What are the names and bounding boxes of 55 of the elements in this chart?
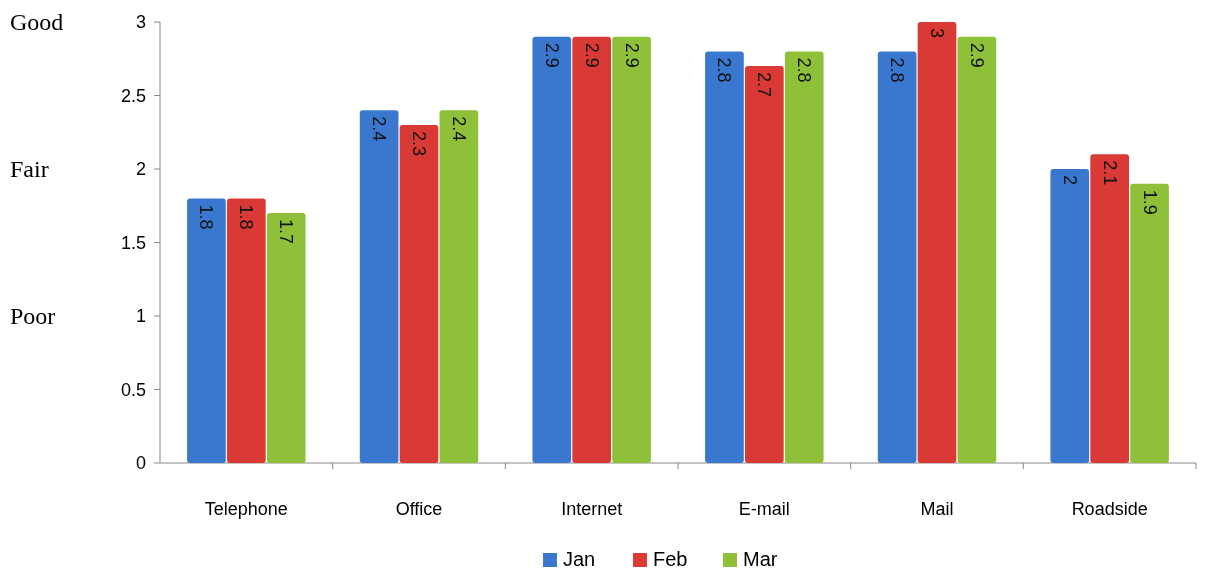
bar [266,213,306,463]
bar [359,110,399,463]
x-tick-label: Mail [920,499,954,519]
legend-label: Mar [743,548,778,570]
data-label: 2.4 [369,116,390,142]
bar [532,36,572,463]
bar [439,110,479,463]
bar [877,51,917,463]
x-tick-label: Telephone [204,499,288,519]
bar [957,36,997,463]
data-label: 2.4 [448,116,469,142]
x-tick-label: E-mail [738,499,790,519]
data-label: 1.8 [196,204,217,230]
y-tick-label: 0 [135,453,146,474]
bar [1130,183,1169,463]
data-label: 2 [1059,175,1080,186]
text: Good [10,9,64,36]
bar [917,22,957,463]
data-label: 2.7 [754,72,775,98]
data-label: 2.9 [581,42,602,68]
bar [399,124,439,463]
data-label: 2.9 [621,42,642,68]
data-label: 2.8 [714,57,735,83]
data-label: 2.8 [887,57,908,83]
data-label: 3 [927,28,947,39]
bar [1090,154,1130,463]
text: Fair [10,156,49,183]
bar [1050,169,1090,463]
data-label: 1.9 [1139,189,1160,215]
bar [705,51,744,463]
y-tick-label: 1.5 [120,232,146,253]
data-label: 2.9 [966,42,987,68]
data-label: 2.3 [409,130,429,156]
text: Poor [10,303,56,330]
x-tick-label: Office [395,499,443,519]
data-label: 2.8 [794,57,815,83]
bar [187,198,226,463]
bar [612,36,651,463]
data-label: 1.7 [276,219,297,245]
data-label: 1.8 [236,204,257,230]
y-tick-label: 2.5 [120,85,146,106]
y-tick-label: 1 [135,306,146,327]
x-tick-label: Internet [561,499,623,519]
data-label: 2.9 [541,42,562,68]
x-tick-label: Roadside [1071,499,1148,519]
y-tick-label: 3 [135,12,146,33]
bar [226,198,266,463]
legend-label: Jan [563,548,596,570]
y-tick-label: 0.5 [120,379,146,400]
bar [744,66,784,463]
data-label: 2.1 [1099,160,1120,186]
y-tick-label: 2 [135,159,146,180]
legend-label: Feb [653,548,688,570]
bar [572,36,612,463]
bar [784,51,824,463]
